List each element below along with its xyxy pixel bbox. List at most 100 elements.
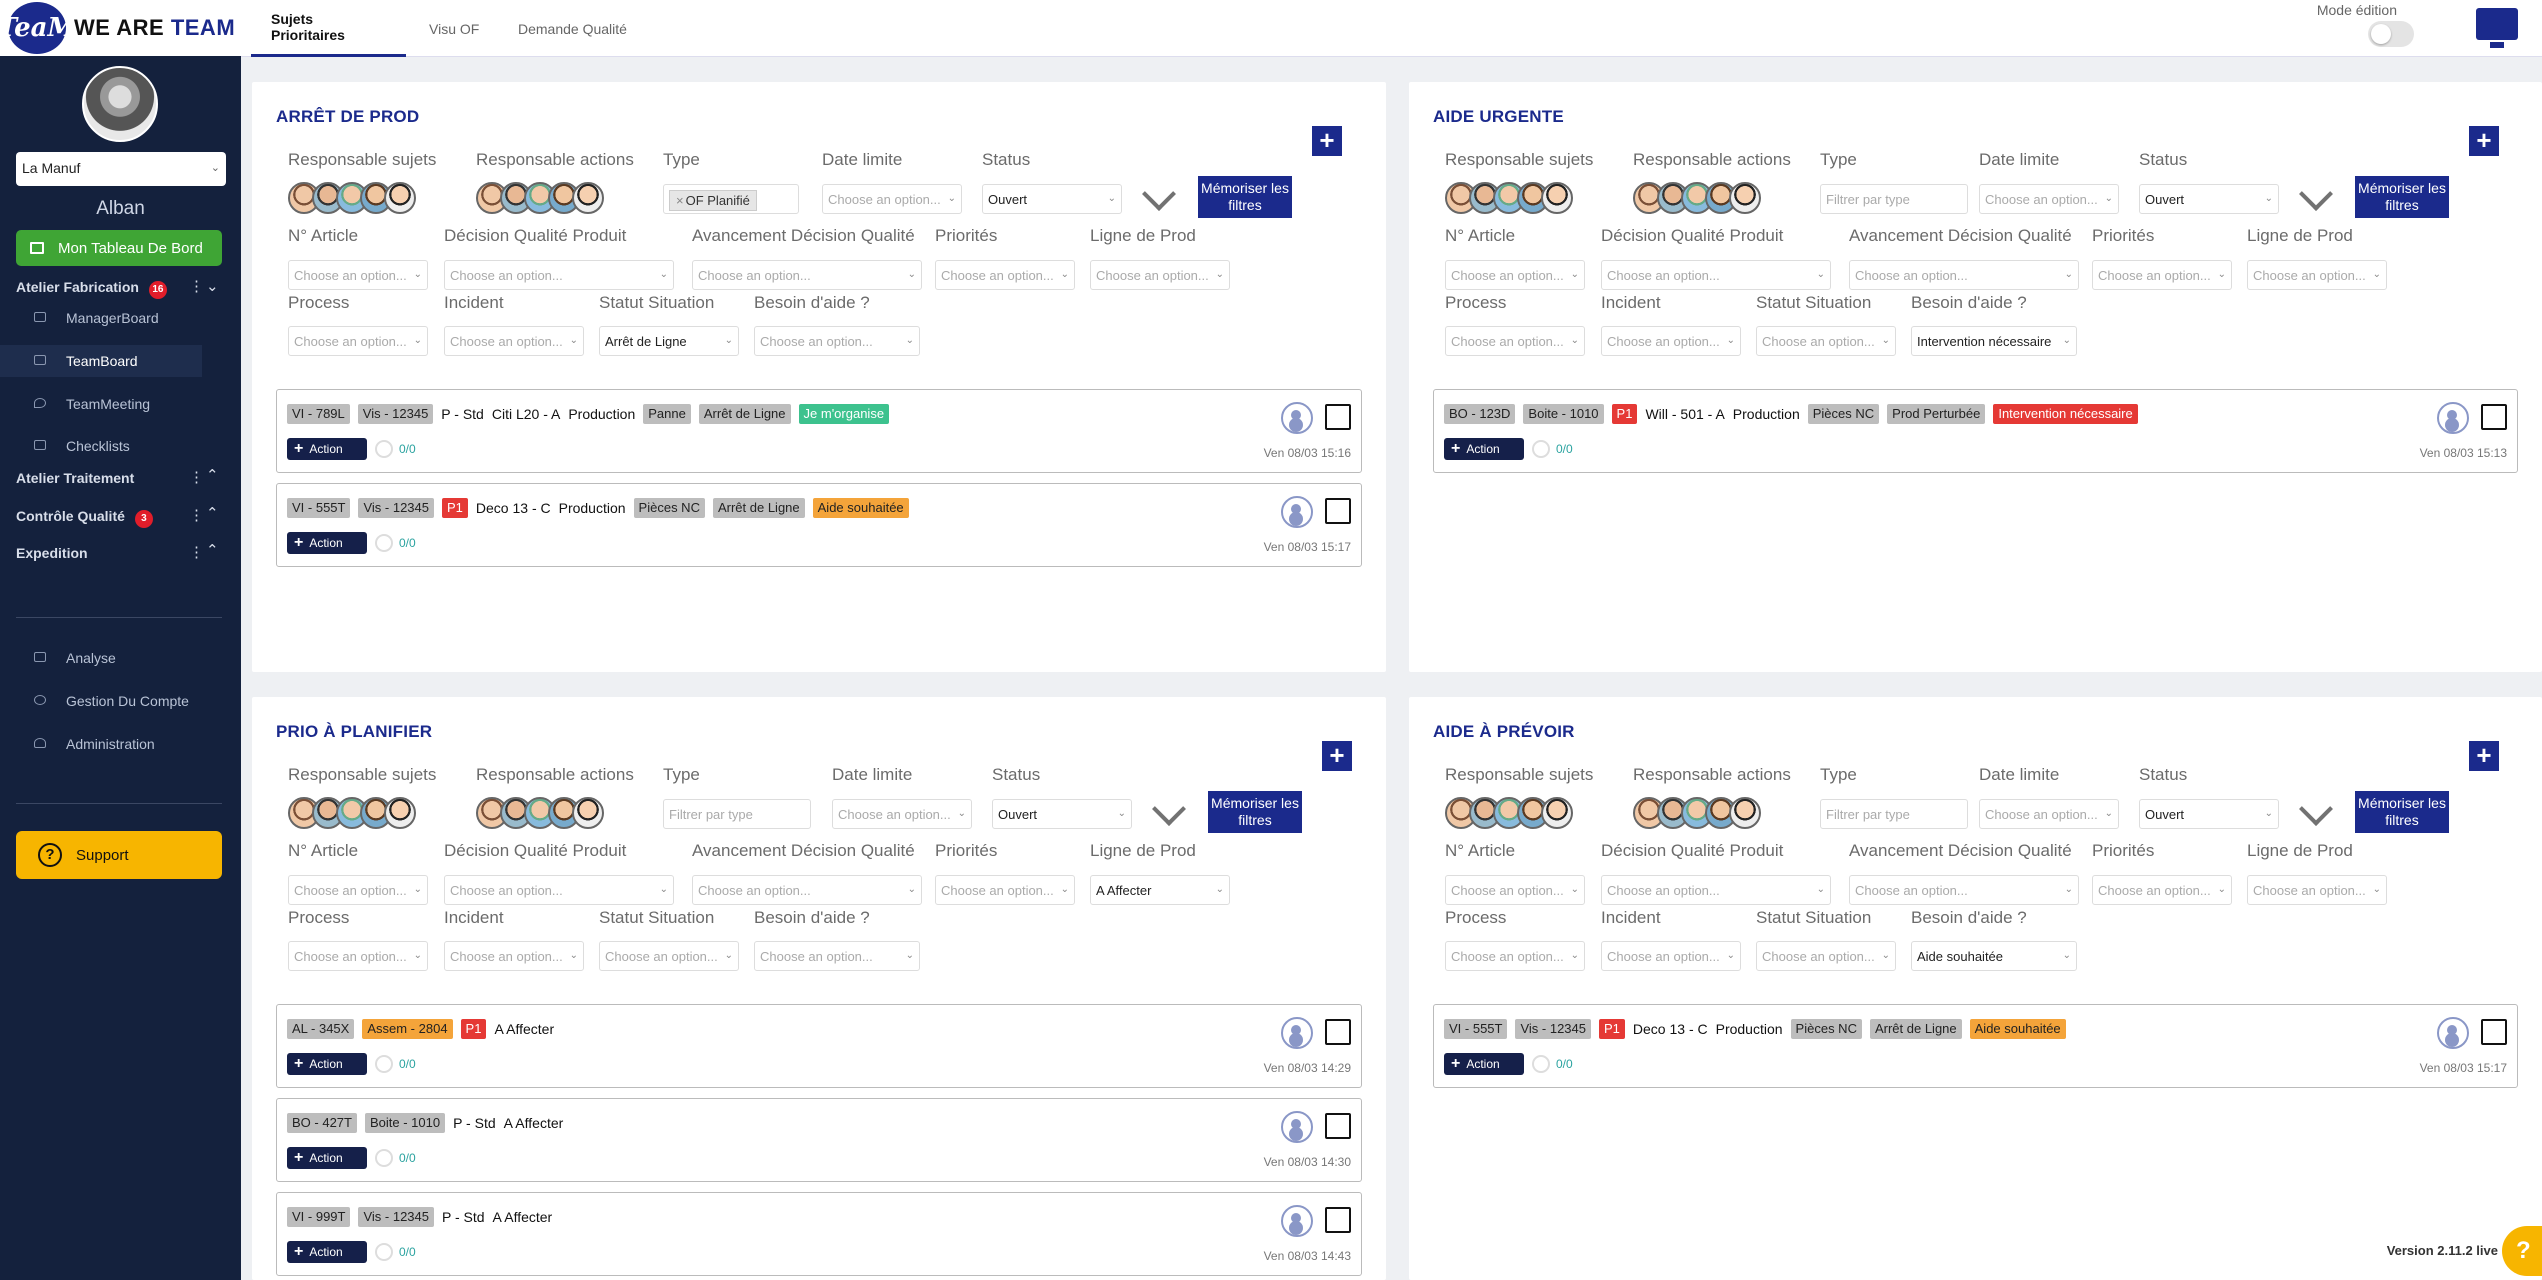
memorize-filters-button[interactable]: Mémoriser les filtres xyxy=(2355,176,2449,218)
subject-card[interactable]: VI - 789L Vis - 12345 P - Std Citi L20 - A P… xyxy=(276,389,1362,473)
process-select[interactable]: Choose an option... ⌄ xyxy=(1445,326,1585,356)
sidebar-item-administration[interactable]: Administration xyxy=(0,728,202,760)
article-select[interactable]: Choose an option... ⌄ xyxy=(1445,875,1585,905)
user-avatar[interactable] xyxy=(82,66,158,142)
article-select[interactable]: Choose an option... ⌄ xyxy=(1445,260,1585,290)
chevron-down-icon[interactable]: ⌄ xyxy=(206,278,219,295)
more-icon[interactable]: ⋮ xyxy=(189,507,204,524)
subject-card[interactable]: BO - 123D Boite - 1010 P1 Will - 501 - A Pro… xyxy=(1433,389,2518,473)
assign-user-icon[interactable] xyxy=(1281,1017,1313,1049)
process-select[interactable]: Choose an option... ⌄ xyxy=(288,941,428,971)
memorize-filters-button[interactable]: Mémoriser les filtres xyxy=(1208,791,1302,833)
status-select[interactable]: Ouvert ⌄ xyxy=(992,799,1132,829)
decision-select[interactable]: Choose an option... ⌄ xyxy=(1601,875,1831,905)
action-button[interactable]: + Action xyxy=(287,1241,367,1263)
mode-edition-toggle[interactable] xyxy=(2368,21,2414,47)
type-input[interactable]: Filtrer par type xyxy=(1820,799,1968,829)
card-checkbox[interactable] xyxy=(1325,1113,1351,1139)
card-checkbox[interactable] xyxy=(1325,404,1351,430)
assign-user-icon[interactable] xyxy=(1281,1111,1313,1143)
assign-user-icon[interactable] xyxy=(2437,402,2469,434)
assign-user-icon[interactable] xyxy=(1281,402,1313,434)
subject-card[interactable]: VI - 555T Vis - 12345 P1 Deco 13 - C Product… xyxy=(1433,1004,2518,1088)
date-limite-select[interactable]: Choose an option... ⌄ xyxy=(832,799,972,829)
subject-card[interactable]: VI - 999T Vis - 12345 P - Std A Affecter + Ac… xyxy=(276,1192,1362,1276)
resp-sujets-avatars[interactable] xyxy=(288,182,416,218)
besoin-aide-select[interactable]: Choose an option... ⌄ xyxy=(754,326,920,356)
avatar[interactable] xyxy=(1541,797,1573,829)
avatar[interactable] xyxy=(384,182,416,214)
decision-select[interactable]: Choose an option... ⌄ xyxy=(444,260,674,290)
action-button[interactable]: + Action xyxy=(287,1053,367,1075)
statut-situation-select[interactable]: Choose an option... ⌄ xyxy=(1756,941,1896,971)
site-select[interactable]: La Manuf ⌄ xyxy=(16,152,226,186)
expand-filters-icon[interactable] xyxy=(2299,177,2333,211)
assign-user-icon[interactable] xyxy=(2437,1017,2469,1049)
action-button[interactable]: + Action xyxy=(1444,1053,1524,1075)
card-checkbox[interactable] xyxy=(2481,1019,2507,1045)
statut-situation-select[interactable]: Arrêt de Ligne ⌄ xyxy=(599,326,739,356)
card-checkbox[interactable] xyxy=(1325,1207,1351,1233)
avancement-select[interactable]: Choose an option... ⌄ xyxy=(1849,260,2079,290)
memorize-filters-button[interactable]: Mémoriser les filtres xyxy=(2355,791,2449,833)
resp-sujets-avatars[interactable] xyxy=(1445,182,1573,218)
memorize-filters-button[interactable]: Mémoriser les filtres xyxy=(1198,176,1292,218)
card-checkbox[interactable] xyxy=(2481,404,2507,430)
priorites-select[interactable]: Choose an option... ⌄ xyxy=(935,260,1075,290)
sidebar-item-teammeeting[interactable]: TeamMeeting xyxy=(0,388,202,420)
action-button[interactable]: + Action xyxy=(287,1147,367,1169)
date-limite-select[interactable]: Choose an option... ⌄ xyxy=(1979,184,2119,214)
besoin-aide-select[interactable]: Choose an option... ⌄ xyxy=(754,941,920,971)
add-subject-button[interactable]: + xyxy=(2469,126,2499,156)
avatar[interactable] xyxy=(1541,182,1573,214)
ligne-select[interactable]: Choose an option... ⌄ xyxy=(2247,260,2387,290)
priorites-select[interactable]: Choose an option... ⌄ xyxy=(2092,875,2232,905)
add-subject-button[interactable]: + xyxy=(1322,741,1352,771)
more-icon[interactable]: ⋮ xyxy=(189,544,204,561)
tab-demande-qualite[interactable]: Demande Qualité xyxy=(518,20,627,37)
decision-select[interactable]: Choose an option... ⌄ xyxy=(444,875,674,905)
sidebar-item-checklists[interactable]: Checklists xyxy=(0,430,202,462)
incident-select[interactable]: Choose an option... ⌄ xyxy=(444,326,584,356)
assign-user-icon[interactable] xyxy=(1281,1205,1313,1237)
statut-situation-select[interactable]: Choose an option... ⌄ xyxy=(1756,326,1896,356)
sidebar-item-gestion-du-compte[interactable]: Gestion Du Compte xyxy=(0,685,202,717)
nav-group-controle-qualite[interactable]: Contrôle Qualité 3 xyxy=(16,508,153,528)
chevron-up-icon[interactable]: ⌃ xyxy=(206,542,219,559)
date-limite-select[interactable]: Choose an option... ⌄ xyxy=(822,184,962,214)
tab-sujets-prioritaires[interactable]: Sujets Prioritaires xyxy=(251,0,406,57)
expand-filters-icon[interactable] xyxy=(1142,177,1176,211)
resp-actions-avatars[interactable] xyxy=(1633,182,1761,218)
subject-card[interactable]: AL - 345X Assem - 2804 P1 A Affecter + Action… xyxy=(276,1004,1362,1088)
action-button[interactable]: + Action xyxy=(287,438,367,460)
nav-group-expedition[interactable]: Expedition xyxy=(16,545,88,561)
card-checkbox[interactable] xyxy=(1325,1019,1351,1045)
article-select[interactable]: Choose an option... ⌄ xyxy=(288,875,428,905)
avancement-select[interactable]: Choose an option... ⌄ xyxy=(692,260,922,290)
decision-select[interactable]: Choose an option... ⌄ xyxy=(1601,260,1831,290)
help-button[interactable]: ? xyxy=(2502,1226,2542,1276)
action-button[interactable]: + Action xyxy=(287,532,367,554)
chevron-up-icon[interactable]: ⌃ xyxy=(206,505,219,522)
subject-card[interactable]: BO - 427T Boite - 1010 P - Std A Affecter + A… xyxy=(276,1098,1362,1182)
subject-card[interactable]: VI - 555T Vis - 12345 P1 Deco 13 - C Product… xyxy=(276,483,1362,567)
priorites-select[interactable]: Choose an option... ⌄ xyxy=(935,875,1075,905)
statut-situation-select[interactable]: Choose an option... ⌄ xyxy=(599,941,739,971)
avancement-select[interactable]: Choose an option... ⌄ xyxy=(1849,875,2079,905)
nav-group-atelier-traitement[interactable]: Atelier Traitement xyxy=(16,470,134,486)
expand-filters-icon[interactable] xyxy=(2299,792,2333,826)
remove-icon[interactable]: × xyxy=(676,193,684,208)
avancement-select[interactable]: Choose an option... ⌄ xyxy=(692,875,922,905)
more-icon[interactable]: ⋮ xyxy=(189,469,204,486)
expand-filters-icon[interactable] xyxy=(1152,792,1186,826)
incident-select[interactable]: Choose an option... ⌄ xyxy=(444,941,584,971)
type-input[interactable]: Filtrer par type xyxy=(1820,184,1968,214)
avatar[interactable] xyxy=(384,797,416,829)
add-subject-button[interactable]: + xyxy=(2469,741,2499,771)
tab-visu-of[interactable]: Visu OF xyxy=(429,20,480,37)
priorites-select[interactable]: Choose an option... ⌄ xyxy=(2092,260,2232,290)
type-input[interactable]: Filtrer par type xyxy=(663,799,811,829)
chevron-up-icon[interactable]: ⌃ xyxy=(206,467,219,484)
article-select[interactable]: Choose an option... ⌄ xyxy=(288,260,428,290)
status-select[interactable]: Ouvert ⌄ xyxy=(2139,184,2279,214)
